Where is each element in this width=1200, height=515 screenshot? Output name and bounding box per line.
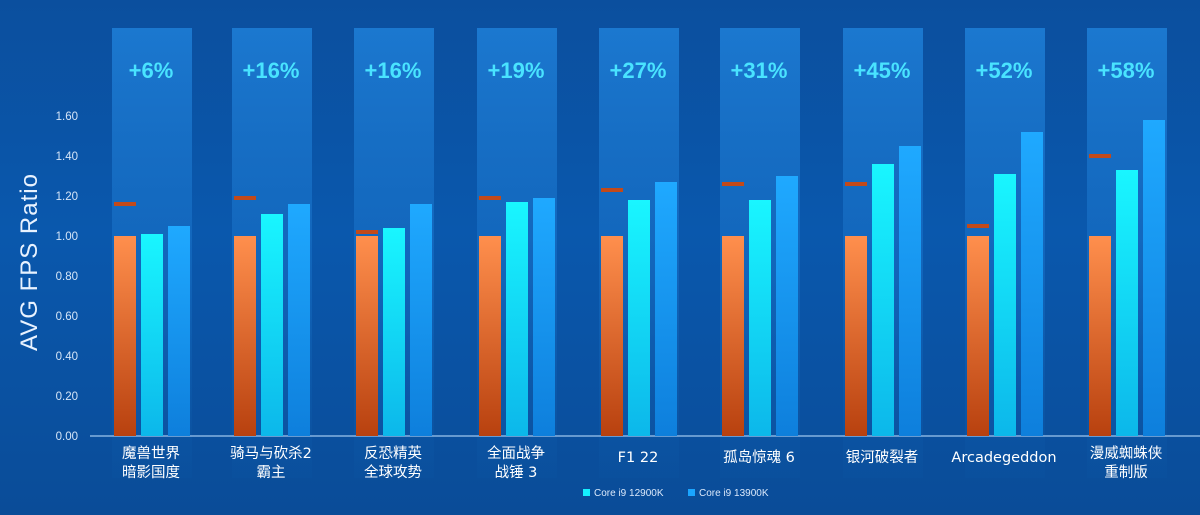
gain-label: +58% [1098,58,1155,83]
baseline-bar [967,236,989,436]
legend-label: Core i9 13900K [699,488,769,499]
baseline-bar [601,236,623,436]
category-label: 全球攻势 [364,463,422,481]
core-i9-12900k-bar [994,174,1016,436]
core-i9-12900k-bar [506,202,528,436]
core-i9-13900k-bar [168,226,190,436]
category-label: 漫威蜘蛛侠 [1090,445,1163,462]
y-tick-label: 1.00 [56,231,78,243]
reference-marker [114,202,136,206]
baseline-bar [356,236,378,436]
y-tick-label: 1.40 [56,151,78,163]
baseline-bar [845,236,867,436]
reference-marker [845,182,867,186]
y-tick-label: 0.40 [56,351,78,363]
gain-label: +45% [854,58,911,83]
legend-swatch [688,489,695,496]
y-tick-label: 1.60 [56,111,78,123]
baseline-bar [1089,236,1111,436]
gain-label: +16% [365,58,422,83]
core-i9-13900k-bar [1143,120,1165,436]
core-i9-13900k-bar [655,182,677,436]
core-i9-12900k-bar [872,164,894,436]
category-label: 暗影国度 [122,464,180,481]
core-i9-13900k-bar [533,198,555,436]
category-label: 霸主 [257,464,286,481]
core-i9-12900k-bar [383,228,405,436]
reference-marker [967,224,989,228]
category-label: 骑马与砍杀2 [230,445,312,462]
reference-marker [234,196,256,200]
legend-label: Core i9 12900K [594,488,664,499]
category-label: 反恐精英 [364,444,422,462]
reference-marker [722,182,744,186]
gain-label: +52% [976,58,1033,83]
y-tick-label: 0.00 [56,431,78,443]
core-i9-13900k-bar [899,146,921,436]
category-label: 战锤 3 [495,464,538,481]
baseline-bar [722,236,744,436]
core-i9-13900k-bar [1021,132,1043,436]
core-i9-12900k-bar [628,200,650,436]
category-label: 银河破裂者 [846,449,919,466]
category-label: 魔兽世界 [122,445,180,462]
reference-marker [479,196,501,200]
core-i9-13900k-bar [410,204,432,436]
core-i9-12900k-bar [1116,170,1138,436]
legend-swatch [583,489,590,496]
category-label: 全面战争 [487,444,545,462]
baseline-bar [234,236,256,436]
core-i9-12900k-bar [141,234,163,436]
gain-label: +31% [731,58,788,83]
gain-label: +19% [488,58,545,83]
y-tick-label: 0.60 [56,311,78,323]
category-label: 重制版 [1104,464,1148,481]
gain-label: +27% [610,58,667,83]
core-i9-12900k-bar [261,214,283,436]
baseline-bar [479,236,501,436]
reference-marker [356,230,378,234]
category-label: 孤岛惊魂 6 [723,449,795,466]
category-label: Arcadegeddon [951,450,1056,466]
reference-marker [1089,154,1111,158]
reference-marker [601,188,623,192]
core-i9-13900k-bar [288,204,310,436]
baseline-bar [114,236,136,436]
y-tick-label: 0.80 [56,271,78,283]
core-i9-13900k-bar [776,176,798,436]
gain-label: +16% [243,58,300,83]
y-tick-label: 1.20 [56,191,78,203]
y-tick-label: 0.20 [56,391,78,403]
gain-label: +6% [129,58,174,83]
core-i9-12900k-bar [749,200,771,436]
category-label: F1 22 [618,450,659,466]
